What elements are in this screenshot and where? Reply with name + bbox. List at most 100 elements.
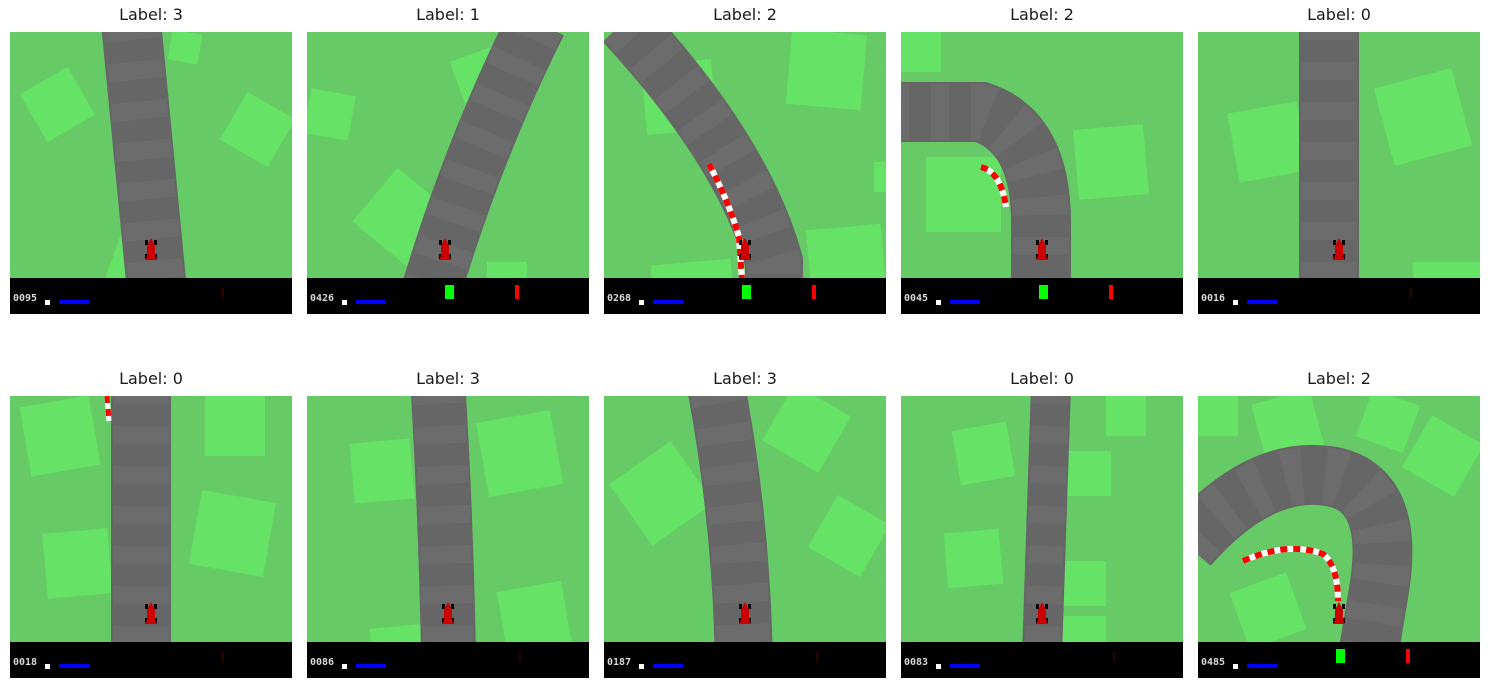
steer-gauge-green <box>1039 285 1048 299</box>
panel-title: Label: 2 <box>1010 5 1074 24</box>
game-scene: 0095 <box>10 32 292 314</box>
road-segments <box>1023 396 1069 678</box>
grass-tile <box>205 396 265 456</box>
gyro-gauge-red <box>515 285 519 299</box>
game-scene: 0485 <box>1198 396 1480 678</box>
grass-tile <box>1066 451 1111 496</box>
race-car-icon <box>1036 602 1048 624</box>
grass-tile <box>1229 572 1307 650</box>
abs-indicator <box>1233 664 1238 669</box>
speed-gauge-icon <box>59 300 89 304</box>
speed-gauge-icon <box>950 300 980 304</box>
speed-gauge-icon <box>653 300 683 304</box>
game-frame: 0086 <box>307 396 589 678</box>
game-frame: 0016 <box>1198 32 1480 314</box>
game-frame: 0018 <box>10 396 292 678</box>
kerb-stripes <box>706 162 745 281</box>
panel-title: Label: 3 <box>416 369 480 388</box>
race-car-icon <box>145 602 157 624</box>
grass-tile <box>476 410 563 497</box>
game-scene: 0268 <box>604 32 886 314</box>
speed-gauge-icon <box>59 664 89 668</box>
panel-title: Label: 1 <box>416 5 480 24</box>
score-readout: 0045 <box>904 293 928 304</box>
abs-indicator <box>936 664 941 669</box>
grass-tile <box>609 441 714 546</box>
abs-indicator <box>342 300 347 305</box>
grass-tile <box>762 396 851 473</box>
game-scene: 0018 <box>10 396 292 678</box>
panel-title: Label: 0 <box>1307 5 1371 24</box>
grass-tile <box>1355 396 1421 454</box>
gyro-gauge-dim <box>816 652 818 662</box>
race-car-icon <box>1036 238 1048 260</box>
grass-tile <box>1402 415 1480 497</box>
abs-indicator <box>1233 300 1238 305</box>
road-segments <box>604 32 801 314</box>
hud-bar <box>901 642 1183 678</box>
speed-gauge-icon <box>1247 300 1277 304</box>
grass-tile <box>1227 101 1309 183</box>
gyro-gauge-dim <box>1113 652 1115 662</box>
score-readout: 0016 <box>1201 293 1225 304</box>
game-scene: 0086 <box>307 396 589 678</box>
grass-tile <box>42 528 113 599</box>
abs-indicator <box>639 300 644 305</box>
abs-indicator <box>45 300 50 305</box>
game-scene: 0016 <box>1198 32 1480 314</box>
gyro-gauge-dim <box>1410 288 1412 298</box>
race-car-icon <box>1333 238 1345 260</box>
gyro-gauge-red <box>1406 649 1410 663</box>
gyro-gauge-dim <box>222 652 224 662</box>
game-scene: 0045 <box>901 32 1183 314</box>
grass-tile <box>874 162 886 192</box>
grass-tile <box>951 421 1016 486</box>
game-frame: 0426 <box>307 32 589 314</box>
steer-gauge-green <box>1336 649 1345 663</box>
game-frame: 0095 <box>10 32 292 314</box>
grass-tile <box>496 580 573 657</box>
grass-tile <box>189 490 276 577</box>
race-car-icon <box>739 602 751 624</box>
kerb-stripes <box>980 164 1009 208</box>
score-readout: 0095 <box>13 293 37 304</box>
score-readout: 0426 <box>310 293 334 304</box>
road-segments <box>395 32 563 314</box>
panel-title: Label: 3 <box>119 5 183 24</box>
hud-bar <box>10 642 292 678</box>
gyro-gauge-red <box>1109 285 1113 299</box>
speed-gauge-icon <box>950 664 980 668</box>
race-car-icon <box>145 238 157 260</box>
gyro-gauge-dim <box>222 288 224 298</box>
race-car-icon <box>439 238 451 260</box>
game-scene: 0083 <box>901 396 1183 678</box>
grass-tile <box>19 66 96 143</box>
race-car-icon <box>1333 602 1345 624</box>
game-frame: 0268 <box>604 32 886 314</box>
abs-indicator <box>639 664 644 669</box>
speed-gauge-icon <box>356 300 386 304</box>
score-readout: 0083 <box>904 657 928 668</box>
grass-tile <box>307 88 356 141</box>
road-segments <box>1198 446 1411 678</box>
hud-bar <box>307 642 589 678</box>
grass-tile <box>219 91 292 168</box>
game-frame: 0485 <box>1198 396 1480 678</box>
grass-tile <box>943 528 1004 589</box>
speed-gauge-icon <box>1247 664 1277 668</box>
score-readout: 0018 <box>13 657 37 668</box>
panel-title: Label: 3 <box>713 369 777 388</box>
grass-tile <box>1061 561 1106 606</box>
kerb-stripes <box>1241 545 1341 602</box>
game-frame: 0045 <box>901 32 1183 314</box>
grass-tile <box>808 495 886 577</box>
gyro-gauge-dim <box>519 652 521 662</box>
game-scene: 0187 <box>604 396 886 678</box>
hud-bar <box>604 642 886 678</box>
abs-indicator <box>936 300 941 305</box>
race-car-icon <box>739 238 751 260</box>
grass-tile <box>167 32 203 65</box>
grass-tile <box>1106 396 1146 436</box>
grass-tile <box>785 32 868 111</box>
hud-bar <box>1198 278 1480 314</box>
